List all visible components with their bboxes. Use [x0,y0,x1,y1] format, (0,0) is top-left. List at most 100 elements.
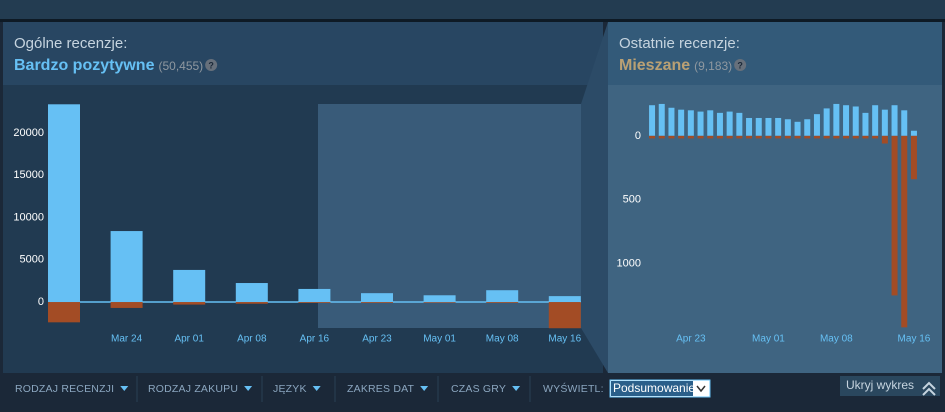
x-tick-label: Apr 08 [237,334,267,345]
x-tick-label: May 16 [548,334,581,345]
bar [823,135,830,139]
range-connector [581,22,608,373]
display-select-fill [611,381,693,396]
bar [862,135,869,139]
heading: Ostatnie recenzje: [619,35,740,52]
x-tick-label: May 16 [898,334,931,345]
bar [852,135,859,139]
recent-header-bg [608,22,942,85]
bar [862,112,869,136]
filter-dropdown[interactable]: RODZAJ RECENZJI [15,383,114,395]
filter-dropdown[interactable]: CZAS GRY [451,383,506,395]
heading: Ogólne recenzje: [14,35,127,52]
bar [697,135,704,139]
overall-header-bg [3,22,603,85]
bar [872,105,879,136]
x-tick-label: Apr 01 [174,334,204,345]
top-strip [0,0,945,19]
bar [173,302,206,305]
bar [235,283,268,303]
rating: Bardzo pozytywne [14,57,155,74]
filter-dropdown[interactable]: JĘZYK [273,383,307,395]
display-label: WYŚWIETL: [543,382,604,395]
bar [765,117,772,136]
bar [804,119,811,136]
help-icon[interactable] [205,59,218,71]
y-tick-label: 1000 [617,257,641,269]
bar [649,105,656,136]
x-tick-label: May 01 [423,334,456,345]
bar [678,135,685,139]
bar [110,302,143,308]
review-count: (9,183) [694,59,732,73]
bar [910,135,917,180]
bar [765,135,772,139]
bar [548,296,581,303]
bar [48,104,80,303]
bar [687,135,694,139]
bar [775,135,782,139]
bar [658,135,665,139]
bar [423,295,456,303]
bar [361,293,393,303]
filters: RODZAJ RECENZJI RODZAJ ZAKUPU JĘZYK ZAKRES … [15,376,940,402]
bar [843,135,850,139]
y-tick-label: 15000 [13,169,44,181]
bar [804,135,811,139]
bar [746,117,753,136]
help-icon[interactable] [734,59,747,71]
display-value: Podsumowanie [613,381,695,395]
x-tick-label: May 08 [486,334,519,345]
recent-range-highlight [318,104,581,328]
bar [173,269,206,303]
hide-chart-button[interactable] [840,376,940,396]
bar [794,121,801,136]
filter-dropdown[interactable]: RODZAJ ZAKUPU [148,383,238,395]
bar [548,302,581,329]
bar [235,302,268,304]
y-tick-label: 0 [38,296,44,308]
collapse-icon [922,387,936,396]
help-icon-mark: ? [208,60,214,70]
bar [48,302,80,323]
bar [716,112,723,136]
bar [755,117,762,136]
select-arrow [696,385,706,393]
bar [881,135,888,144]
help-icon-mark: ? [737,60,743,70]
bar [823,108,830,136]
y-tick-label: 5000 [20,254,44,266]
bar [891,135,898,296]
bar [736,135,743,139]
bar [901,135,908,328]
bar [736,112,743,136]
collapse-icon [922,381,936,390]
x-tick-label: May 01 [752,334,785,345]
bar [716,135,723,139]
bar [746,135,753,139]
bar [784,119,791,136]
y-tick-label: 20000 [13,127,44,139]
bar [668,107,675,136]
bar [486,290,519,303]
filter-dropdown[interactable]: ZAKRES DAT [347,383,415,395]
bar [852,106,859,136]
bar [794,135,801,139]
x-tick-label: Apr 23 [362,334,392,345]
bar [697,111,704,136]
bar [775,117,782,136]
x-tick-label: Apr 23 [676,334,706,345]
y-tick-label: 0 [635,130,641,142]
bar [658,103,665,136]
review-count: (50,455) [158,59,203,73]
bar [110,231,143,303]
bar [486,302,519,303]
dropdown-arrow [420,386,429,391]
bar [298,302,331,303]
bar [678,109,685,136]
bar [423,302,456,303]
bar [901,110,908,136]
dropdown-arrow [120,386,129,391]
bar [726,135,733,139]
